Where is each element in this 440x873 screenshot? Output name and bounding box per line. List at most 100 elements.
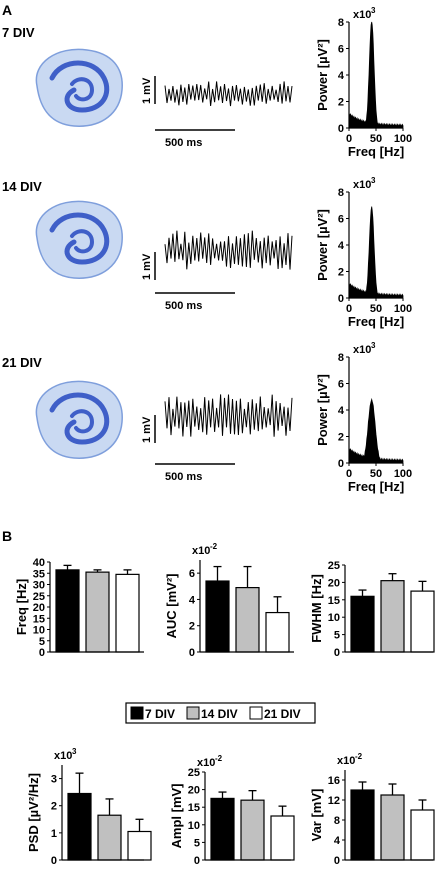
exponent-label: x10 <box>192 545 210 557</box>
spectrum-area <box>348 21 404 129</box>
y-tick-label: 0 <box>334 855 340 867</box>
x-tick-label: 50 <box>370 468 382 480</box>
trace-path <box>164 81 293 107</box>
exponent-label: x10 <box>353 344 371 356</box>
exponent-power: -2 <box>210 542 218 551</box>
legend-item-7div: 7 DIV <box>130 706 175 721</box>
y-tick-label: 15 <box>33 613 45 625</box>
trace-path <box>164 394 293 437</box>
legend-label: 21 DIV <box>264 707 301 721</box>
div-label: 14 DIV <box>2 179 42 194</box>
bar <box>240 799 265 861</box>
y-tick-label: 10 <box>33 625 45 637</box>
y-tick-label: 15 <box>188 802 200 814</box>
x-tick-label: 100 <box>394 133 412 145</box>
exponent-power: -2 <box>355 752 363 761</box>
y-tick-label: 4 <box>189 594 196 606</box>
y-axis-label: Power [µV²] <box>315 209 330 281</box>
bar <box>350 595 375 653</box>
y-tick-label: 8 <box>338 17 344 29</box>
bar <box>205 580 230 653</box>
lfp-trace <box>164 394 293 437</box>
y-axis-label: FWHM [Hz] <box>309 574 324 643</box>
exponent-power: 3 <box>371 341 376 350</box>
y-tick-label: 2 <box>189 621 195 633</box>
x-tick-label: 100 <box>394 303 412 315</box>
x-tick-label: 0 <box>346 303 352 315</box>
bar <box>97 814 122 861</box>
y-tick-label: 25 <box>33 591 45 603</box>
y-tick-label: 16 <box>328 775 340 787</box>
y-tick-label: 2 <box>51 801 57 813</box>
y-tick-label: 30 <box>33 580 45 592</box>
power-spectrum: 0 2 4 6 8 0 50 100 x10 3 Freq [Hz] Power [µV²] <box>315 176 412 329</box>
bar <box>85 571 110 653</box>
panel-a-label: A <box>2 2 12 18</box>
y-tick-label: 3 <box>51 774 57 786</box>
y-tick-label: 2 <box>338 432 344 444</box>
y-tick-label: 1 <box>51 828 57 840</box>
x-axis-label: Freq [Hz] <box>348 314 404 329</box>
scale-t-label: 500 ms <box>165 137 202 149</box>
dentate-gyrus <box>70 229 95 254</box>
row-7div: 7 DIV 1 mV 500 ms 0 2 4 6 8 0 50 100 x10 3 Freq [H… <box>2 6 412 159</box>
y-axis-label: Var [mV] <box>309 789 324 842</box>
bar <box>410 590 435 653</box>
scale-t-label: 500 ms <box>165 300 202 312</box>
x-tick-label: 100 <box>394 468 412 480</box>
bar <box>235 586 260 653</box>
y-tick-label: 2 <box>338 267 344 279</box>
div-label: 21 DIV <box>2 355 42 370</box>
x-tick-label: 50 <box>370 133 382 145</box>
y-tick-label: 25 <box>328 560 340 572</box>
bar <box>380 580 405 653</box>
y-tick-label: 8 <box>338 187 344 199</box>
exponent-label: x10 <box>197 757 215 769</box>
y-tick-label: 0 <box>51 855 57 867</box>
y-tick-label: 4 <box>338 405 345 417</box>
y-tick-label: 5 <box>194 837 200 849</box>
bar <box>67 792 92 861</box>
y-tick-label: 0 <box>194 855 200 867</box>
dentate-gyrus <box>70 409 95 434</box>
y-tick-label: 4 <box>338 240 345 252</box>
y-tick-label: 8 <box>338 352 344 364</box>
y-tick-label: 0 <box>189 647 195 659</box>
y-tick-label: 20 <box>188 785 200 797</box>
power-spectrum: 0 2 4 6 8 0 50 100 x10 3 Freq [Hz] Power [µV²] <box>315 6 412 159</box>
y-axis-label: Ampl [mV] <box>169 784 184 849</box>
x-axis-label: Freq [Hz] <box>348 144 404 159</box>
y-axis-label: Power [µV²] <box>315 374 330 446</box>
legend-label: 7 DIV <box>145 707 175 721</box>
bar-chart: 0 2 4 6 x10 -2 AUC [mV²] <box>164 542 294 659</box>
legend-item-21div: 21 DIV <box>249 706 301 721</box>
power-spectrum: 0 2 4 6 8 0 50 100 x10 3 Freq [Hz] Power [µV²] <box>315 341 412 494</box>
hippocampus-band <box>49 60 110 113</box>
y-tick-label: 6 <box>338 214 344 226</box>
y-tick-label: 10 <box>188 820 200 832</box>
exponent-power: 3 <box>72 747 77 756</box>
x-tick-label: 0 <box>346 133 352 145</box>
x-tick-label: 50 <box>370 303 382 315</box>
scale-bar: 1 mV 500 ms <box>141 76 235 149</box>
scale-bar: 1 mV 500 ms <box>141 252 235 312</box>
x-tick-label: 0 <box>346 468 352 480</box>
y-tick-label: 10 <box>328 612 340 624</box>
exponent-label: x10 <box>353 179 371 191</box>
y-tick-label: 0 <box>338 458 344 470</box>
y-tick-label: 25 <box>188 767 200 779</box>
x-axis-label: Freq [Hz] <box>348 479 404 494</box>
scale-v-label: 1 mV <box>141 253 153 280</box>
bar <box>55 569 80 653</box>
bar <box>265 611 290 653</box>
y-tick-label: 4 <box>338 70 345 82</box>
y-tick-label: 6 <box>189 568 195 580</box>
y-tick-label: 20 <box>33 602 45 614</box>
legend-swatch <box>130 706 144 720</box>
legend: 7 DIV 14 DIV 21 DIV <box>125 702 316 724</box>
exponent-label: x10 <box>337 755 355 767</box>
scale-v-label: 1 mV <box>141 416 153 443</box>
lfp-trace <box>164 230 293 270</box>
